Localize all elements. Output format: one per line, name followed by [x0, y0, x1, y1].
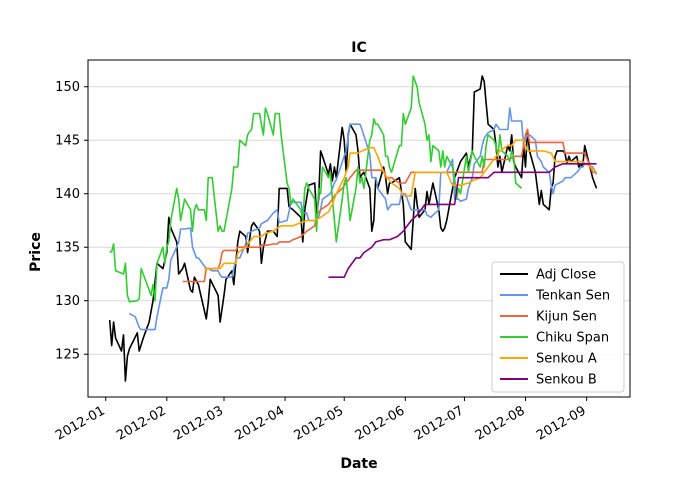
- y-axis-ticks: 125 130 135 140 145 150: [55, 80, 88, 363]
- y-tick-label: 125: [55, 348, 80, 363]
- plot-area-frame: [87, 59, 631, 398]
- series-line-chiku-span: [109, 75, 523, 303]
- legend-label: Kijun Sen: [536, 310, 597, 325]
- y-tick-label: 145: [55, 134, 80, 149]
- series-line-adj-close: [108, 75, 598, 382]
- y-axis-label: Price: [28, 232, 44, 272]
- series-line-kijun-sen: [182, 128, 597, 283]
- series-lines: [108, 75, 598, 382]
- y-tick-label: 130: [55, 294, 80, 309]
- legend-label: Chiku Span: [536, 331, 609, 346]
- y-tick-label: 135: [55, 241, 80, 256]
- legend-label: Senkou B: [536, 373, 597, 388]
- legend-label: Tenkan Sen: [535, 289, 610, 304]
- y-tick-label: 150: [55, 80, 80, 95]
- legend-label: Adj Close: [536, 268, 596, 283]
- series-line-senkou-b: [328, 163, 597, 279]
- legend: Adj Close Tenkan Sen Kijun Sen Chiku Span Se…: [491, 261, 625, 393]
- chart-title: IC: [351, 40, 366, 56]
- y-tick-label: 140: [55, 187, 80, 202]
- legend-label: Senkou A: [536, 352, 597, 367]
- x-axis-label: Date: [340, 456, 377, 472]
- series-line-senkou-a: [204, 139, 598, 270]
